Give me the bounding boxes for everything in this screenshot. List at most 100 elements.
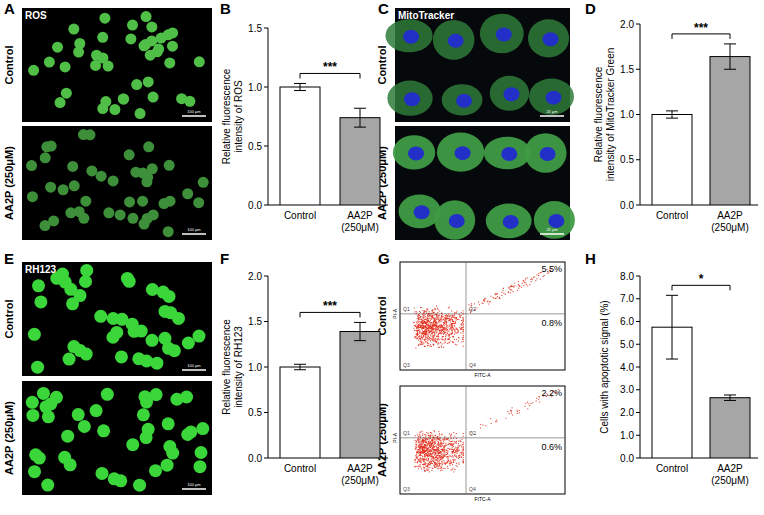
event — [456, 344, 457, 345]
event — [433, 335, 434, 336]
event — [430, 451, 431, 452]
event — [508, 291, 509, 292]
event — [424, 467, 425, 468]
event — [443, 329, 444, 330]
cell — [433, 20, 475, 60]
row-label: Control — [376, 296, 388, 335]
event — [442, 327, 443, 328]
event — [462, 322, 463, 323]
event — [428, 328, 429, 329]
cell — [529, 79, 574, 115]
event — [443, 319, 444, 320]
event — [431, 332, 432, 333]
event — [432, 435, 433, 436]
event — [422, 325, 423, 326]
event — [435, 441, 436, 442]
event — [461, 341, 462, 342]
event — [420, 307, 421, 308]
event — [426, 311, 427, 312]
event — [431, 455, 432, 456]
event — [451, 311, 452, 312]
event — [432, 317, 433, 318]
event — [449, 440, 450, 441]
event — [431, 460, 432, 461]
event — [425, 445, 426, 446]
event — [449, 307, 450, 308]
event — [435, 329, 436, 330]
cell — [157, 286, 170, 299]
event — [416, 324, 417, 325]
event — [451, 443, 452, 444]
event — [434, 326, 435, 327]
flow-frame — [400, 386, 565, 494]
event — [441, 324, 442, 325]
event — [415, 455, 416, 456]
event — [437, 339, 438, 340]
event — [422, 451, 423, 452]
event — [437, 327, 438, 328]
event — [423, 313, 424, 314]
event — [425, 333, 426, 334]
event — [420, 332, 421, 333]
event — [440, 325, 441, 326]
cell — [149, 464, 162, 477]
event — [458, 462, 459, 463]
event — [444, 445, 445, 446]
event — [436, 449, 437, 450]
event — [461, 312, 462, 313]
event — [453, 328, 454, 329]
event — [433, 326, 434, 327]
event — [428, 319, 429, 320]
image-panel: Control100 μmAA2P (250μM)100 μmRH123 — [3, 262, 212, 495]
event — [433, 321, 434, 322]
scale-bar — [182, 115, 206, 117]
event — [415, 459, 416, 460]
event — [522, 283, 523, 284]
event — [436, 466, 437, 467]
event — [432, 316, 433, 317]
event — [451, 324, 452, 325]
event — [438, 317, 439, 318]
event — [452, 333, 453, 334]
event — [448, 342, 449, 343]
event — [440, 457, 441, 458]
event — [426, 320, 427, 321]
cell — [67, 340, 80, 353]
event — [443, 454, 444, 455]
event — [421, 326, 422, 327]
event — [441, 316, 442, 317]
event — [427, 338, 428, 339]
event — [457, 451, 458, 452]
cell — [103, 207, 114, 218]
event — [439, 456, 440, 457]
event — [421, 323, 422, 324]
event — [434, 309, 435, 310]
event — [443, 328, 444, 329]
event — [424, 468, 425, 469]
cell — [146, 21, 157, 32]
event — [456, 443, 457, 444]
event — [417, 451, 418, 452]
event — [424, 314, 425, 315]
cell — [525, 133, 567, 172]
event — [463, 436, 464, 437]
event — [447, 456, 448, 457]
event — [434, 308, 435, 309]
event — [434, 318, 435, 319]
event — [416, 441, 417, 442]
event — [427, 470, 428, 471]
event — [418, 327, 419, 328]
cell — [85, 129, 96, 140]
event — [430, 322, 431, 323]
nucleus — [501, 147, 517, 161]
event — [509, 287, 510, 288]
cell — [167, 41, 178, 52]
event — [449, 320, 450, 321]
event — [430, 443, 431, 444]
event — [426, 308, 427, 309]
event — [439, 332, 440, 333]
event — [441, 346, 442, 347]
event — [444, 449, 445, 450]
event — [431, 319, 432, 320]
cell — [109, 104, 120, 115]
